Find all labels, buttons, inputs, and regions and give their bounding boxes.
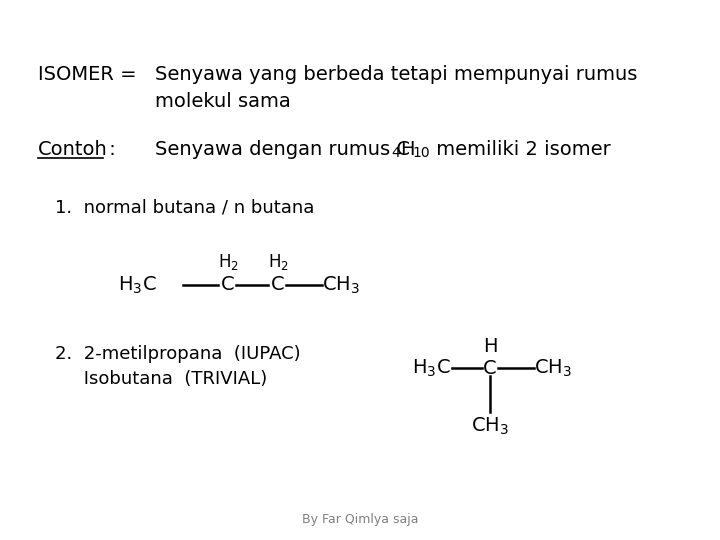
Text: 1.  normal butana / n butana: 1. normal butana / n butana: [55, 198, 315, 216]
Text: $\mathregular{H_2}$: $\mathregular{H_2}$: [268, 252, 289, 272]
Text: $\mathregular{H_3C}$: $\mathregular{H_3C}$: [118, 274, 157, 296]
Text: molekul sama: molekul sama: [155, 92, 291, 111]
Text: :: :: [103, 140, 116, 159]
Text: ISOMER =: ISOMER =: [38, 65, 137, 84]
Text: C: C: [221, 275, 235, 294]
Text: Contoh: Contoh: [38, 140, 108, 159]
Text: $\mathregular{CH_3}$: $\mathregular{CH_3}$: [322, 274, 360, 296]
Text: $\mathregular{CH_3}$: $\mathregular{CH_3}$: [471, 415, 509, 437]
Text: Senyawa dengan rumus C: Senyawa dengan rumus C: [155, 140, 410, 159]
Text: $\mathregular{H_2}$: $\mathregular{H_2}$: [217, 252, 238, 272]
Text: Senyawa yang berbeda tetapi mempunyai rumus: Senyawa yang berbeda tetapi mempunyai ru…: [155, 65, 637, 84]
Text: C: C: [271, 275, 285, 294]
Text: By Far Qimlya saja: By Far Qimlya saja: [302, 513, 418, 526]
Text: C: C: [483, 359, 497, 377]
Text: memiliki 2 isomer: memiliki 2 isomer: [430, 140, 611, 159]
Text: $\mathregular{H_3C}$: $\mathregular{H_3C}$: [412, 357, 451, 379]
Text: 2.  2-metilpropana  (IUPAC): 2. 2-metilpropana (IUPAC): [55, 345, 301, 363]
Text: 4: 4: [391, 146, 400, 160]
Text: 10: 10: [412, 146, 430, 160]
Text: H: H: [400, 140, 415, 159]
Text: Isobutana  (TRIVIAL): Isobutana (TRIVIAL): [55, 370, 267, 388]
Text: H: H: [482, 336, 498, 355]
Text: $\mathregular{CH_3}$: $\mathregular{CH_3}$: [534, 357, 572, 379]
